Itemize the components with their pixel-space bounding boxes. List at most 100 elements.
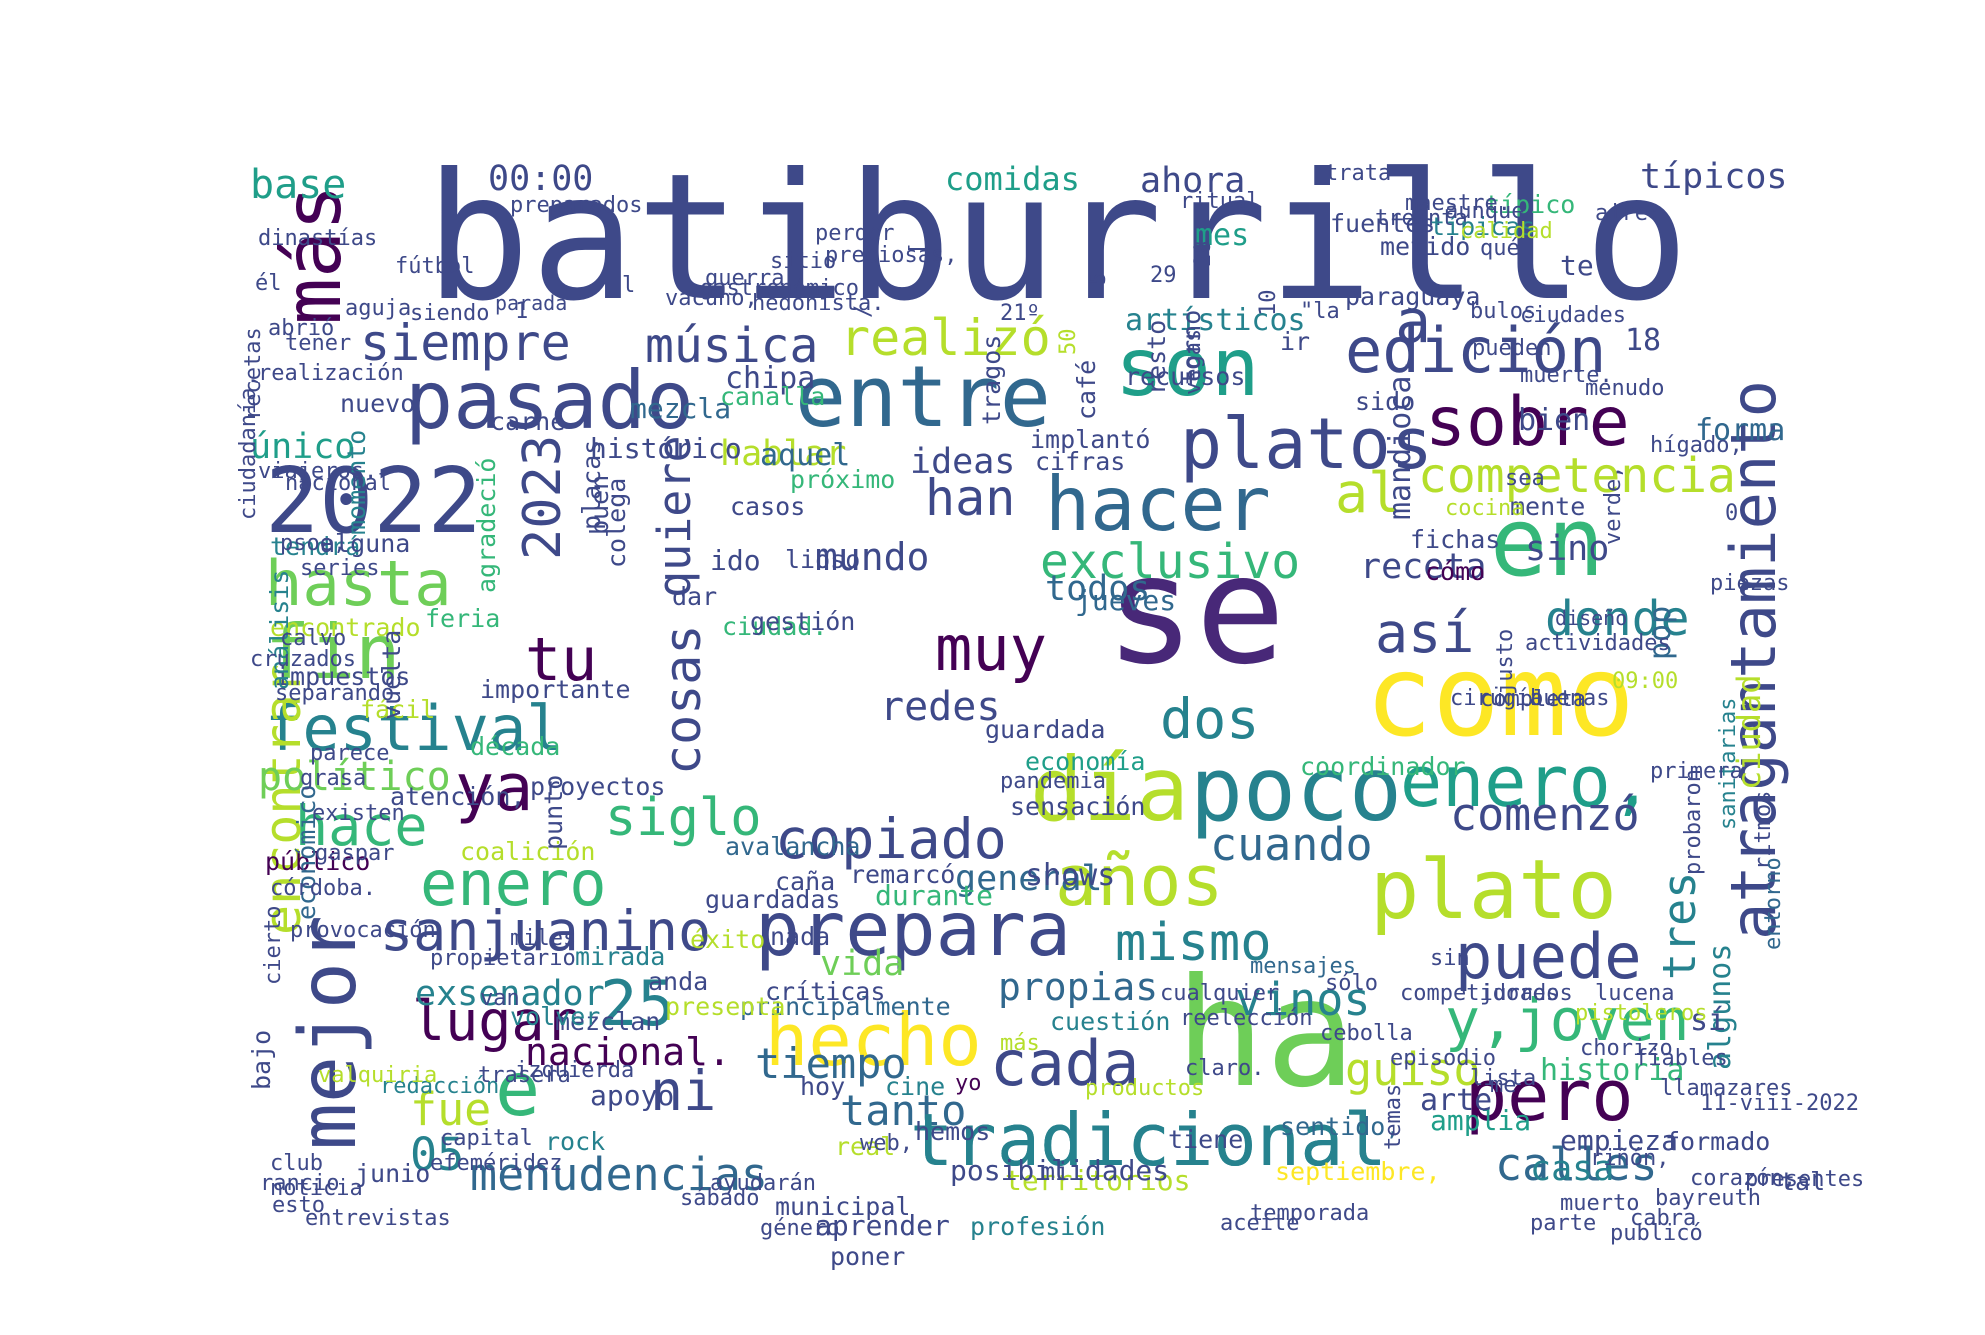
cloud-word: avalancha [725,832,860,861]
cloud-word: ni [650,1059,716,1123]
cloud-word: feria [425,604,500,633]
cloud-word: encontrado [270,613,421,642]
cloud-word: real [835,1132,895,1161]
cloud-word: años [1055,840,1224,922]
cloud-word: hedonista. [752,291,884,316]
cloud-word: base [250,162,346,208]
cloud-word: mundo [815,535,929,579]
cloud-word: 28 [1191,241,1216,268]
cloud-word: fichas [1410,525,1500,554]
cloud-word: más [1000,1031,1040,1056]
cloud-word: trata [1325,161,1391,186]
cloud-word: café [1072,360,1101,420]
cloud-word: punto [539,775,568,850]
cloud-word: jurados [1480,981,1573,1006]
cloud-word: amplia [1430,1104,1531,1137]
cloud-word: artísticos [1125,303,1306,338]
cloud-word: presenta [665,992,785,1021]
cloud-word: psoe, [280,531,346,556]
cloud-word: momento [342,430,371,535]
cloud-word: entorno [1761,857,1786,950]
cloud-word: cebolla [1320,1021,1413,1046]
cloud-word: cirugía [1450,686,1543,711]
cloud-word: cabra [1630,1206,1696,1231]
cloud-word: existen [312,801,405,826]
cloud-word: cuando [1210,818,1373,871]
cloud-word: sanitarias [1716,698,1741,830]
cloud-word: cierto [261,906,286,985]
cloud-word: día [1030,738,1189,841]
cloud-word: aguja [345,296,411,321]
cloud-word: viajeros. [258,459,377,484]
cloud-word: sólo [1325,971,1378,996]
cloud-word: dar [672,582,717,611]
cloud-word: aire: [1595,201,1661,226]
cloud-word: muerte. [1520,363,1613,388]
cloud-word: histórico [590,432,742,465]
cloud-word: episodio [1390,1046,1496,1071]
cloud-word: buenas [1530,686,1609,711]
cloud-word: esto [272,1193,325,1218]
cloud-word: mejor [284,915,374,1150]
cloud-word: sábado [680,1186,759,1211]
cloud-word: cómo [1425,557,1485,586]
cloud-word: sino [1525,529,1609,569]
cloud-word: sobre [1425,383,1630,462]
cloud-word: hecho [765,998,982,1082]
cloud-word: platos [1180,403,1433,485]
cloud-word: sido [1355,387,1415,416]
cloud-word: noticia [270,1176,363,1201]
cloud-word: presentes [1745,1167,1864,1192]
cloud-word: década [470,732,560,761]
cloud-word: maestre. [1405,191,1511,216]
cloud-word: éxito [690,925,765,954]
cloud-word: productos [1085,1076,1204,1101]
cloud-word: arte [1420,1083,1492,1118]
cloud-word: festival [265,692,564,765]
cloud-word: típicas [1430,212,1535,241]
cloud-word: llamazares [1660,1076,1792,1101]
cloud-word: tanto [840,1086,966,1135]
cloud-word: profesión [970,1212,1105,1241]
cloud-word: análisis [265,570,294,690]
cloud-word: prepara [755,885,1071,973]
cloud-word: 1 [515,299,528,324]
cloud-word: a [1395,287,1431,357]
cloud-word: nada [770,922,830,951]
cloud-word: vinos [1235,973,1370,1026]
cloud-word: cifras [1035,447,1125,476]
cloud-word: shows [1025,858,1115,893]
cloud-word: son [1115,321,1260,414]
cloud-word: cosas [654,624,712,775]
cloud-word: pandemia [1000,769,1106,794]
cloud-word: menudencias [470,1148,768,1201]
cloud-word: septiembre, [1275,1157,1441,1186]
cloud-word: lista [1470,1066,1536,1091]
cloud-word: metido [1380,232,1470,261]
cloud-word: territorios [1005,1164,1190,1197]
cloud-word: 21º [1000,301,1040,326]
cloud-word: empieza [1560,1124,1678,1157]
cloud-word: justo [1493,629,1518,695]
cloud-word: efeméridez [430,1151,562,1176]
cloud-word: te [1560,249,1594,282]
cloud-word: fútbol [395,254,474,279]
cloud-word: gastronómico [700,276,859,301]
cloud-word: tal [1780,1167,1825,1196]
cloud-word: / [851,305,876,318]
cloud-word: qué [1480,236,1520,261]
cloud-word: parada [495,291,567,315]
cloud-word: cualquier [1160,981,1279,1006]
cloud-word: entrevistas [305,1206,451,1231]
cloud-word: rancio [260,1171,339,1196]
cloud-word: primera [1650,759,1743,784]
cloud-word: 09:00 [1612,669,1678,694]
cloud-word: club [270,1151,323,1176]
cloud-word: poco [1190,738,1402,841]
cloud-word: tiempo [755,1039,907,1088]
cloud-word: cocina [1445,496,1524,521]
cloud-word: carne [490,407,565,436]
cloud-word: lioso [785,545,860,574]
cloud-word: recetas [241,327,266,420]
